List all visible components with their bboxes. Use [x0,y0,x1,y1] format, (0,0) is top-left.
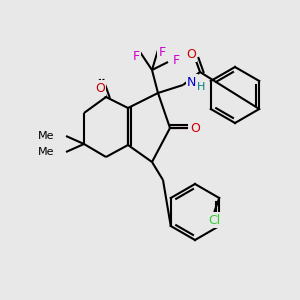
Text: O: O [189,122,199,134]
Text: Cl: Cl [208,214,220,226]
Text: Me: Me [38,131,54,141]
Text: F: F [158,46,166,59]
Text: H: H [197,82,206,92]
Text: F: F [172,53,180,67]
Text: Me: Me [38,147,54,157]
Text: O: O [186,47,196,61]
Text: F: F [132,50,140,62]
Text: O: O [190,122,200,134]
Text: N: N [187,76,196,88]
Text: O: O [95,82,105,94]
